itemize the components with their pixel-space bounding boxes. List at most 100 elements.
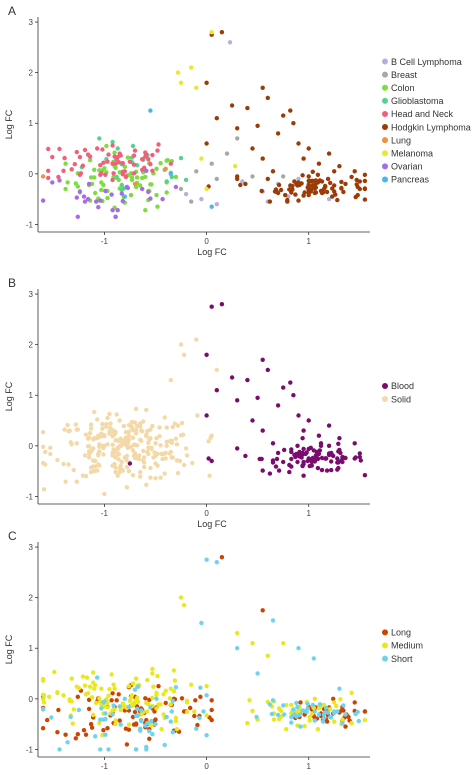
data-point [291,707,296,712]
data-point [281,703,286,708]
data-point [178,186,184,192]
data-point [219,30,225,35]
data-point [336,460,341,465]
data-point [316,433,322,438]
data-point [282,447,287,453]
data-point [48,451,53,457]
data-point [270,441,276,446]
legend-swatch [382,163,388,170]
data-point [334,703,339,709]
data-point [75,214,81,219]
data-point [145,677,150,683]
data-point [362,709,368,714]
data-point [288,380,293,385]
data-point [69,676,74,681]
data-point [155,204,160,209]
panel-letter: C [8,529,17,543]
data-point [69,167,74,172]
data-point [45,717,50,723]
data-point [162,415,167,420]
data-point [146,440,151,445]
x-tick-label: 1 [306,509,311,518]
data-point [267,471,273,476]
y-axis-label: Log FC [4,109,14,139]
data-point [250,641,255,646]
data-point [362,197,368,202]
series-solid [40,337,219,497]
data-point [353,711,358,717]
data-point [150,671,155,676]
data-point [86,706,92,712]
data-point [138,728,143,733]
data-point [174,442,180,447]
data-point [343,724,348,729]
data-point [362,473,368,478]
data-point [174,727,180,732]
data-point [307,714,312,720]
data-point [162,471,167,476]
data-point [194,726,199,731]
data-point [83,732,89,737]
data-point [100,147,105,152]
data-point [97,463,102,468]
data-point [292,179,297,184]
data-point [40,692,46,697]
x-axis-label: Log FC [197,519,227,529]
data-point [273,187,279,192]
data-point [204,557,209,562]
data-point [67,697,72,702]
data-point [333,192,338,197]
y-tick-label: 3 [29,543,34,552]
data-point [146,189,151,195]
data-point [161,712,166,717]
data-point [356,718,361,724]
data-point [138,437,143,442]
data-point [97,136,102,141]
data-point [155,148,160,153]
data-point [148,162,153,167]
series-melanoma [175,30,238,192]
data-point [113,430,118,435]
data-point [130,473,136,478]
data-point [73,736,79,741]
data-point [175,70,181,75]
data-point [290,183,295,189]
legend-label: Solid [391,394,411,404]
data-point [229,103,235,108]
data-point [108,425,113,431]
data-point [104,143,109,149]
data-point [179,420,185,426]
data-point [158,475,163,480]
data-point [306,178,311,184]
y-tick-label: 1 [29,119,34,128]
data-point [89,695,95,700]
data-point [118,707,123,713]
data-point [150,666,155,672]
legend-swatch [382,71,388,78]
data-point [153,721,158,727]
data-point [295,704,300,710]
data-point [341,189,346,195]
data-point [149,445,154,450]
data-point [173,715,179,721]
y-tick-label: 2 [29,341,34,350]
data-point [150,695,155,700]
data-point [173,685,179,690]
series-head-and-neck [46,142,173,183]
data-point [127,461,133,466]
data-point [41,487,47,492]
legend-label: Lung [391,135,411,145]
data-point [310,169,315,174]
data-point [73,422,79,427]
data-point [93,464,98,469]
data-point [63,186,68,192]
data-point [82,683,88,688]
data-point [65,740,70,745]
data-point [70,721,75,726]
data-point [132,181,138,187]
data-point [194,169,199,174]
data-point [259,188,264,194]
data-point [340,454,345,460]
data-point [72,162,78,167]
